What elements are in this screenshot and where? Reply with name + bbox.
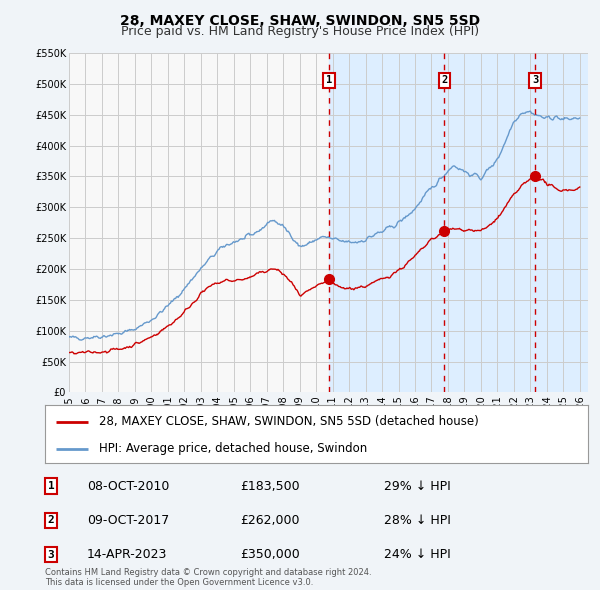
Text: 1: 1: [326, 76, 332, 85]
Text: Contains HM Land Registry data © Crown copyright and database right 2024.
This d: Contains HM Land Registry data © Crown c…: [45, 568, 371, 587]
Text: 24% ↓ HPI: 24% ↓ HPI: [384, 548, 451, 561]
Text: 28% ↓ HPI: 28% ↓ HPI: [384, 514, 451, 527]
Text: 29% ↓ HPI: 29% ↓ HPI: [384, 480, 451, 493]
Text: 28, MAXEY CLOSE, SHAW, SWINDON, SN5 5SD: 28, MAXEY CLOSE, SHAW, SWINDON, SN5 5SD: [120, 14, 480, 28]
Text: 2: 2: [47, 516, 55, 525]
Text: 09-OCT-2017: 09-OCT-2017: [87, 514, 169, 527]
Text: HPI: Average price, detached house, Swindon: HPI: Average price, detached house, Swin…: [100, 442, 368, 455]
Text: 28, MAXEY CLOSE, SHAW, SWINDON, SN5 5SD (detached house): 28, MAXEY CLOSE, SHAW, SWINDON, SN5 5SD …: [100, 415, 479, 428]
Text: 3: 3: [532, 76, 538, 85]
Text: £350,000: £350,000: [240, 548, 300, 561]
Text: £183,500: £183,500: [240, 480, 299, 493]
Text: 2: 2: [441, 76, 448, 85]
Text: Price paid vs. HM Land Registry's House Price Index (HPI): Price paid vs. HM Land Registry's House …: [121, 25, 479, 38]
Bar: [329, 53, 588, 392]
Text: 1: 1: [47, 481, 55, 491]
Text: 14-APR-2023: 14-APR-2023: [87, 548, 167, 561]
Text: £262,000: £262,000: [240, 514, 299, 527]
Text: 3: 3: [47, 550, 55, 559]
Text: 08-OCT-2010: 08-OCT-2010: [87, 480, 169, 493]
